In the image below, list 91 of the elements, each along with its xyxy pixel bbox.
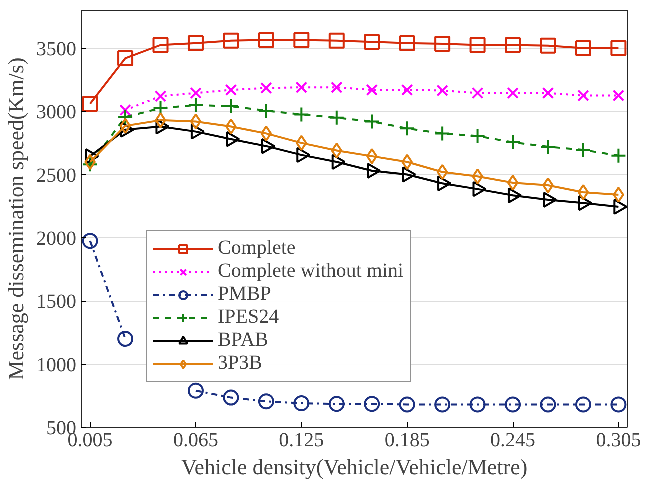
x-axis-title: Vehicle density(Vehicle/Vehicle/Metre): [181, 454, 528, 480]
point: [328, 110, 345, 126]
legend-label: IPES24: [218, 306, 280, 329]
point: [188, 382, 204, 399]
point: [152, 37, 169, 54]
point: [399, 120, 416, 137]
point: [118, 109, 134, 126]
point: [540, 396, 556, 413]
point: [118, 331, 134, 348]
point: [436, 84, 449, 97]
point: [401, 84, 414, 96]
legend-label: BPAB: [218, 329, 268, 352]
point: [540, 138, 556, 155]
x-tick-label: 0.185: [384, 430, 430, 452]
point: [505, 396, 522, 413]
point: [575, 142, 592, 158]
point: [610, 40, 627, 56]
y-tick-label: 2000: [36, 228, 76, 250]
point: [120, 118, 132, 134]
point: [612, 90, 625, 102]
point: [434, 126, 451, 142]
point: [118, 50, 134, 67]
point: [434, 36, 451, 52]
point: [120, 104, 132, 116]
point: [82, 233, 98, 250]
point: [258, 102, 274, 119]
point: [190, 87, 202, 100]
point: [223, 390, 240, 406]
y-tick-label: 3500: [36, 38, 76, 60]
point: [507, 174, 519, 191]
point: [399, 396, 416, 413]
legend-label: Complete without mini: [218, 260, 404, 283]
point: [578, 90, 590, 102]
point: [470, 128, 486, 144]
x-tick-label: 0.245: [490, 430, 536, 452]
point: [610, 148, 627, 164]
point: [294, 32, 310, 48]
point: [399, 35, 416, 52]
point: [152, 100, 169, 116]
point: [260, 82, 272, 94]
x-tick-label: 0.065: [173, 430, 218, 452]
point: [366, 148, 378, 164]
point: [434, 396, 451, 413]
point: [82, 156, 98, 173]
y-tick-label: 3000: [36, 102, 76, 124]
x-tick-label: 0.305: [596, 430, 642, 452]
point: [296, 82, 308, 94]
point: [258, 32, 274, 48]
point: [505, 37, 522, 54]
point: [402, 154, 414, 170]
y-tick-label: 1000: [36, 354, 76, 376]
point: [188, 35, 204, 52]
point: [294, 106, 310, 123]
point: [364, 34, 380, 50]
point: [575, 40, 592, 56]
point: [258, 394, 274, 410]
point: [188, 97, 204, 114]
x-tick-label: 0.125: [279, 430, 324, 452]
point: [260, 126, 272, 142]
point: [331, 142, 343, 159]
point: [328, 396, 345, 412]
point: [154, 90, 167, 102]
point: [294, 396, 310, 412]
point: [223, 98, 240, 115]
point: [542, 87, 554, 100]
legend-label: PMBP: [218, 283, 272, 306]
point: [190, 114, 202, 130]
point: [225, 84, 238, 96]
point: [472, 87, 484, 100]
point: [575, 396, 592, 413]
point: [364, 114, 380, 130]
point: [470, 396, 486, 413]
point: [578, 184, 590, 200]
point: [296, 135, 308, 152]
point: [223, 32, 240, 49]
point: [330, 82, 343, 94]
y-tick-label: 2500: [36, 164, 76, 187]
point: [366, 84, 378, 96]
point: [470, 37, 486, 54]
y-axis-title: Message dissemination speed(Km/s): [4, 58, 28, 380]
point: [540, 38, 556, 54]
point: [505, 134, 522, 151]
point: [610, 396, 627, 413]
point: [82, 96, 98, 112]
legend-label: 3P3B: [218, 352, 262, 375]
point: [364, 396, 380, 412]
legend-label: Complete: [218, 237, 296, 260]
point: [436, 164, 448, 180]
y-tick-label: 1500: [36, 291, 76, 314]
point: [507, 87, 519, 100]
point: [328, 32, 345, 49]
